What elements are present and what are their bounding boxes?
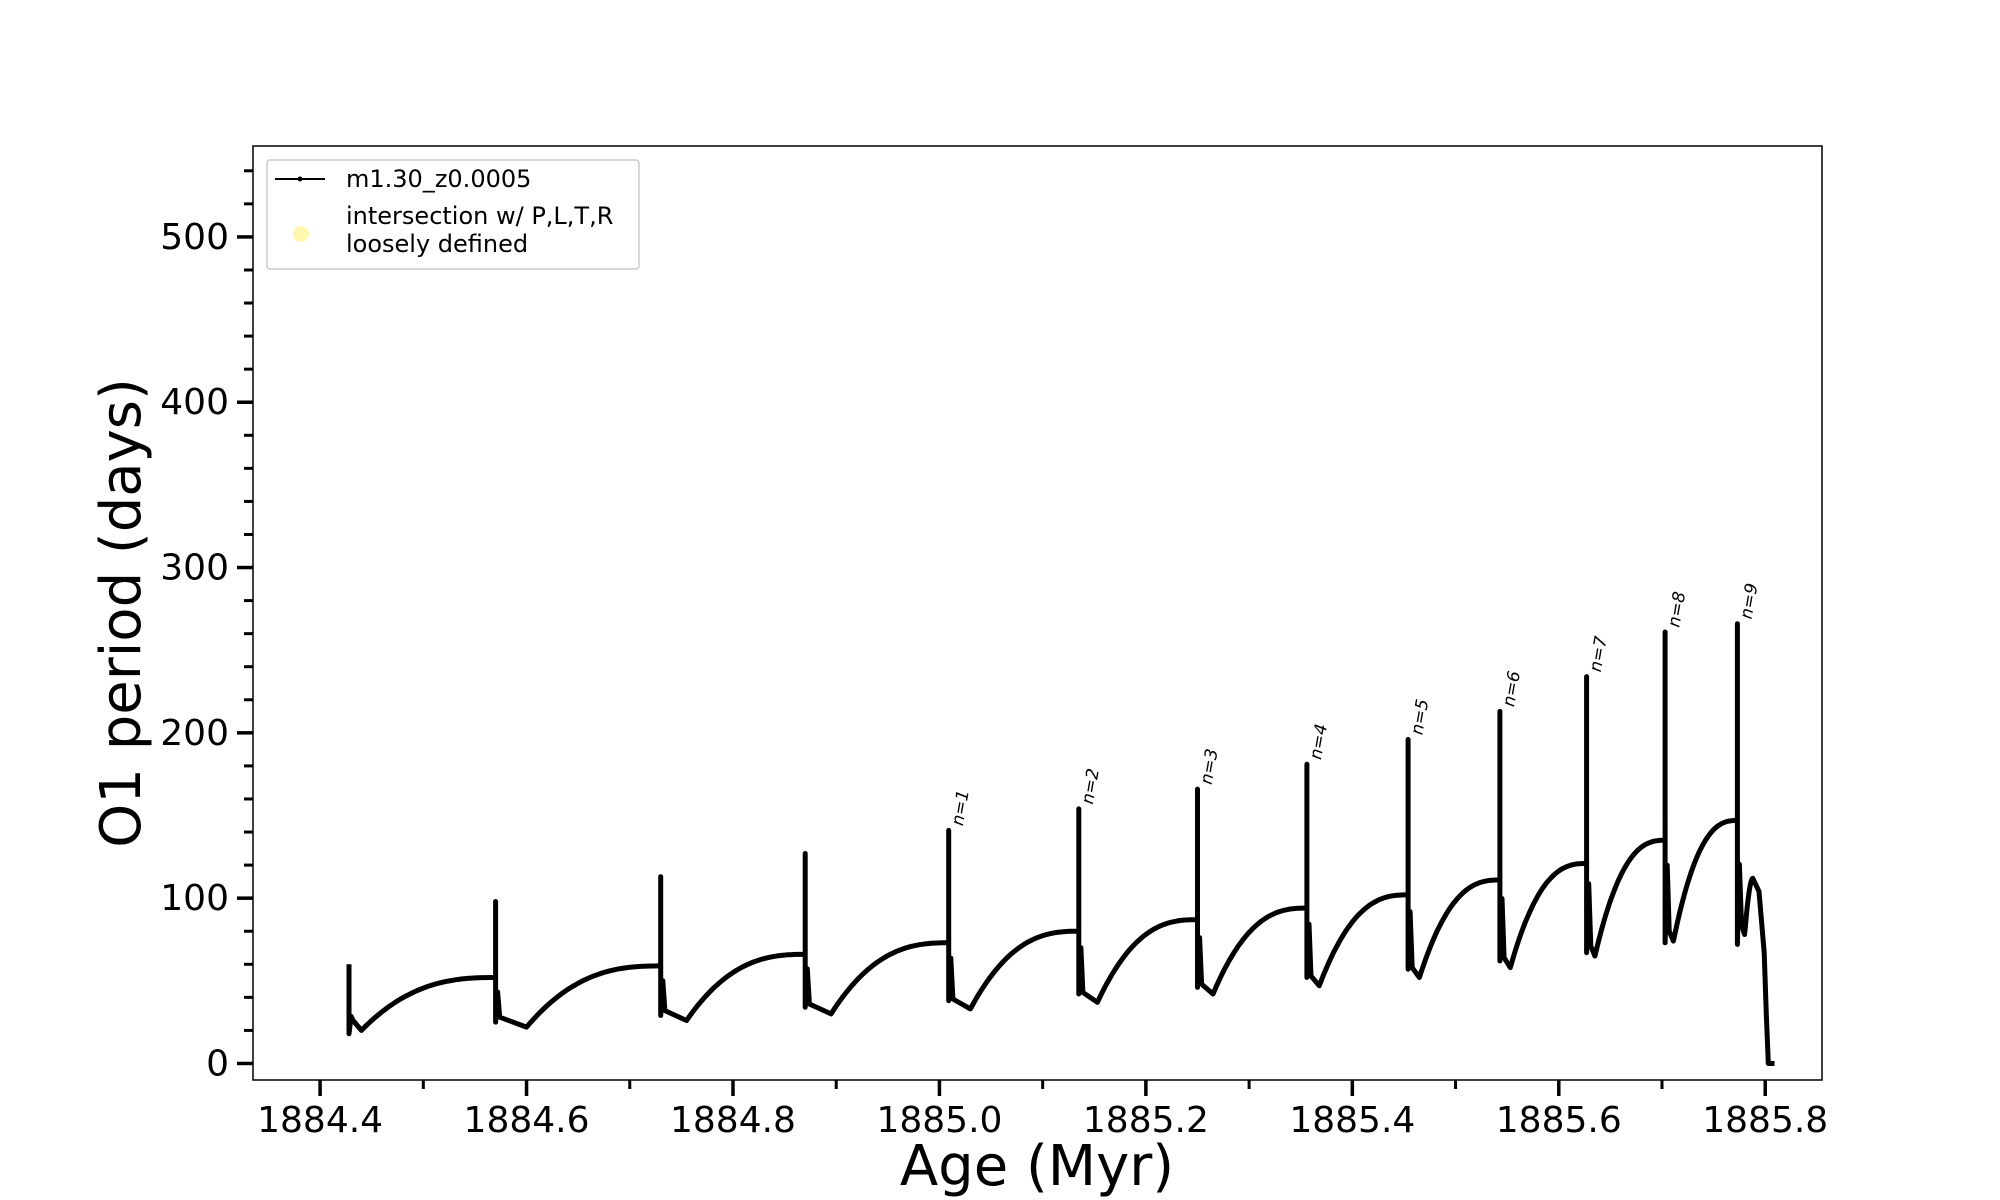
x-tick-label: 1884.8 (670, 1100, 796, 1141)
legend-entry-intersection-line2: loosely defined (346, 230, 528, 258)
y-axis: 0 100 200 300 400 500 (160, 169, 253, 1084)
y-tick-label: 200 (160, 713, 229, 754)
y-tick-label: 300 (160, 548, 229, 589)
x-tick-label: 1885.4 (1289, 1100, 1415, 1141)
y-axis-label: O1 period (days) (89, 378, 154, 848)
pulse-label: n=9 (1737, 582, 1763, 621)
x-tick-label: 1885.8 (1702, 1100, 1828, 1141)
pulse-label: n=2 (1078, 767, 1104, 806)
series-line (346, 621, 1775, 1066)
pulse-label: n=6 (1499, 669, 1525, 708)
pulse-label: n=5 (1407, 698, 1433, 737)
x-tick-label: 1884.4 (257, 1100, 383, 1141)
pulse-label: n=8 (1664, 590, 1690, 629)
legend-dot-marker (297, 176, 303, 182)
y-tick-label: 400 (160, 382, 229, 423)
pulse-label: n=3 (1197, 747, 1223, 786)
plot-frame (252, 145, 1823, 1081)
pulse-labels: n=1 n=2 n=3 n=4 n=5 n=6 n=7 n=8 n=9 (948, 582, 1763, 827)
pulse-label: n=1 (948, 788, 974, 827)
legend-box (266, 159, 640, 270)
legend: m1.30_z0.0005 intersection w/ P,L,T,R lo… (266, 159, 640, 270)
x-axis: 1884.4 1884.6 1884.8 1885.0 1885.2 1885.4 1885… (257, 1080, 1828, 1141)
legend-intersection-marker (293, 226, 309, 242)
x-tick-label: 1884.6 (464, 1100, 590, 1141)
y-tick-label: 500 (160, 217, 229, 258)
x-tick-label: 1885.2 (1083, 1100, 1209, 1141)
x-tick-label: 1885.0 (876, 1100, 1002, 1141)
legend-entry-series: m1.30_z0.0005 (346, 165, 531, 193)
pulse-label: n=4 (1306, 722, 1332, 761)
y-tick-label: 100 (160, 878, 229, 919)
x-tick-label: 1885.6 (1496, 1100, 1622, 1141)
x-axis-label: Age (Myr) (900, 1134, 1174, 1199)
series-m1.30_z0.0005 (346, 621, 1775, 1066)
y-tick-label: 0 (206, 1043, 229, 1084)
legend-entry-intersection-line1: intersection w/ P,L,T,R (346, 202, 613, 230)
pulse-label: n=7 (1586, 635, 1612, 674)
